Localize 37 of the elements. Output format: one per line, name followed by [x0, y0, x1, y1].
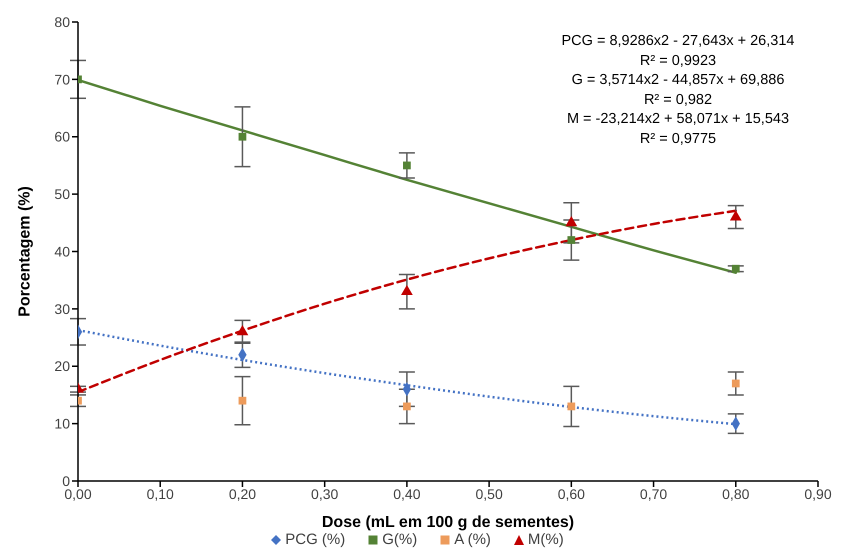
- x-tick-label: 0,80: [722, 486, 750, 502]
- legend-label: PCG (%): [284, 531, 346, 548]
- x-tick-label: 0,50: [475, 486, 503, 502]
- annotation: R² = 0,9775: [638, 130, 718, 148]
- annotation: PCG = 8,9286x2 - 27,643x + 26,314: [560, 32, 796, 51]
- legend-label: G(%): [381, 531, 418, 548]
- y-tick-label: 80: [54, 14, 70, 30]
- annotation: R² = 0,9923: [638, 52, 718, 70]
- x-tick-label: 0,70: [640, 486, 668, 502]
- x-tick-label: 0,30: [311, 486, 339, 502]
- point: [567, 402, 576, 410]
- point: [238, 396, 246, 405]
- y-tick-label: 60: [54, 128, 70, 145]
- point: [238, 132, 246, 141]
- y-tick-label: 30: [54, 300, 70, 317]
- y-tick-label: 20: [54, 358, 70, 374]
- point: [403, 162, 411, 170]
- y-tick-label: 40: [54, 243, 70, 260]
- x-tick-label: 0,90: [804, 486, 832, 502]
- x-tick-label: 0,20: [228, 486, 256, 502]
- x-tick-label: 0,10: [146, 486, 174, 502]
- legend-label: A (%): [453, 531, 491, 548]
- y-tick-label: 70: [54, 71, 70, 88]
- annotation: G = 3,5714x2 - 44,857x + 69,886: [570, 71, 786, 90]
- point: [403, 402, 411, 410]
- point: [732, 264, 740, 273]
- annotation: M = -23,214x2 + 58,071x + 15,543: [566, 110, 790, 129]
- x-tick-label: 0,40: [393, 486, 421, 502]
- annotation: R² = 0,982: [642, 90, 714, 110]
- y-axis-title: Porcentagem (%): [16, 186, 34, 317]
- point: [567, 236, 576, 244]
- point: [732, 380, 740, 388]
- x-tick-label: 0,60: [558, 486, 586, 502]
- y-tick-label: 50: [54, 186, 70, 202]
- legend-label: M(%): [526, 531, 564, 548]
- x-axis-title: Dose (mL em 100 g de sementes): [322, 514, 574, 531]
- y-tick-label: 10: [54, 416, 70, 432]
